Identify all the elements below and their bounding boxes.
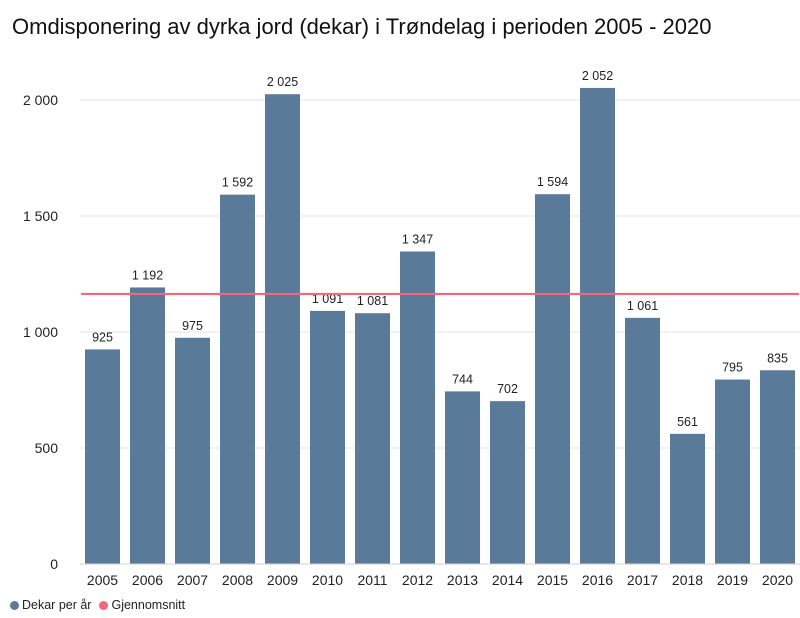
x-tick-label: 2014: [492, 572, 523, 588]
bar: [175, 337, 210, 564]
bar: [580, 87, 615, 564]
bar: [445, 391, 480, 564]
x-tick-label: 2020: [762, 572, 793, 588]
x-tick-label: 2011: [357, 572, 387, 588]
legend-item-average: Gjennomsnitt: [99, 598, 185, 612]
legend: Dekar per år Gjennomsnitt: [10, 598, 193, 612]
chart-title: Omdisponering av dyrka jord (dekar) i Tr…: [12, 14, 712, 39]
data-label: 835: [767, 351, 788, 365]
bar: [625, 317, 660, 564]
data-label: 2 052: [582, 69, 613, 83]
data-label: 1 061: [627, 299, 658, 313]
data-label: 744: [452, 372, 473, 386]
x-tick-label: 2007: [177, 572, 208, 588]
x-tick-label: 2008: [222, 572, 253, 588]
data-label: 702: [497, 382, 518, 396]
bar: [310, 310, 345, 564]
bar: [85, 349, 120, 564]
bar: [355, 313, 390, 564]
data-label: 1 091: [312, 292, 343, 306]
data-label: 1 347: [402, 232, 433, 246]
data-label: 795: [722, 361, 743, 375]
data-label: 1 592: [222, 176, 253, 190]
data-label: 1 081: [357, 294, 388, 308]
bar: [490, 401, 525, 564]
bar: [760, 370, 795, 564]
y-tick-label: 500: [35, 440, 59, 456]
y-tick-label: 0: [50, 556, 58, 572]
y-tick-label: 1 000: [23, 324, 58, 340]
y-tick-label: 1 500: [23, 208, 58, 224]
bar: [130, 287, 165, 564]
legend-label-average: Gjennomsnitt: [111, 598, 186, 612]
y-tick-label: 2 000: [23, 92, 58, 108]
bar: [535, 194, 570, 564]
legend-dot-icon: [10, 600, 19, 610]
bar: [400, 251, 435, 564]
data-label: 1 192: [132, 268, 163, 282]
legend-dot-icon: [99, 600, 109, 610]
x-tick-label: 2016: [582, 572, 613, 588]
x-tick-label: 2010: [312, 572, 343, 588]
x-tick-label: 2019: [717, 572, 748, 588]
x-tick-label: 2006: [132, 572, 163, 588]
x-tick-label: 2017: [627, 572, 658, 588]
x-tick-label: 2012: [402, 572, 433, 588]
bar: [220, 194, 255, 564]
x-tick-label: 2009: [267, 572, 298, 588]
legend-label-bars: Dekar per år: [22, 598, 92, 612]
bar: [715, 379, 750, 564]
data-label: 1 594: [537, 175, 568, 189]
data-label: 2 025: [267, 75, 298, 89]
bar: [265, 94, 300, 564]
x-tick-label: 2013: [447, 572, 478, 588]
data-label: 925: [92, 330, 113, 344]
legend-item-bars: Dekar per år: [10, 598, 91, 612]
data-label: 561: [677, 415, 698, 429]
x-tick-label: 2005: [87, 572, 118, 588]
data-label: 975: [182, 319, 203, 333]
bar: [670, 433, 705, 564]
x-tick-label: 2015: [537, 572, 568, 588]
x-tick-label: 2018: [672, 572, 703, 588]
